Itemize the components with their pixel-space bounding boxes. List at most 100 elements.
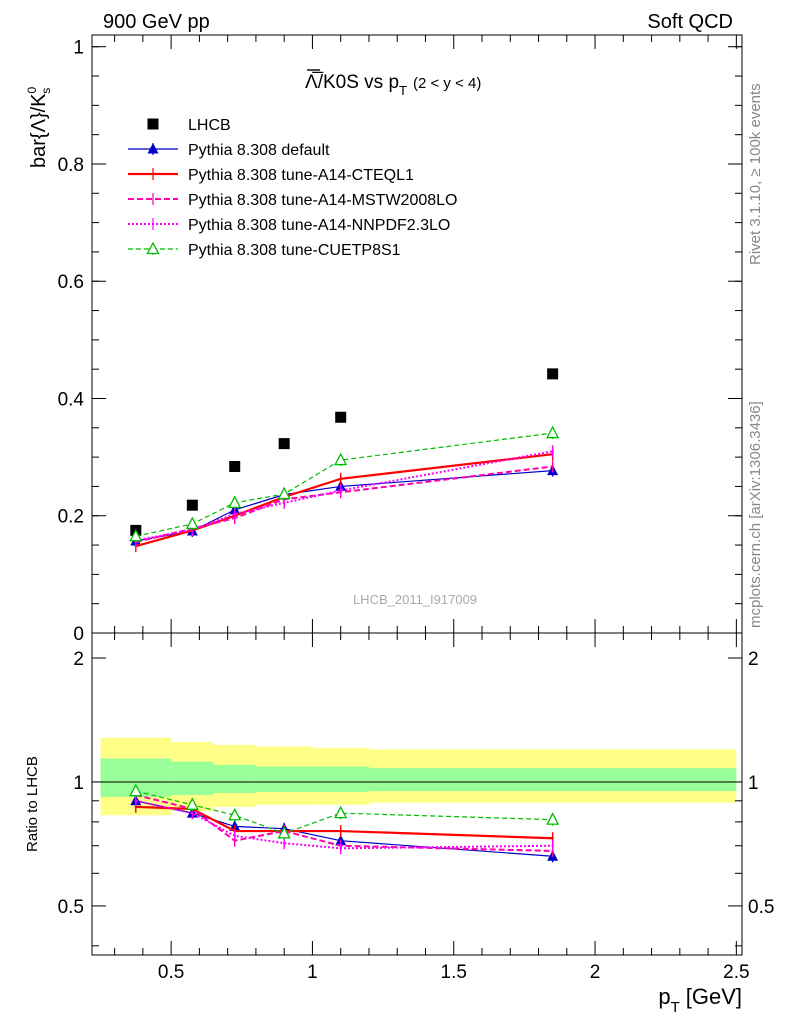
ratio-line-cuetp <box>135 790 553 835</box>
uncertainty-bands <box>92 737 742 816</box>
header-right: Soft QCD <box>647 11 733 33</box>
legend-item-data: LHCB <box>147 117 231 134</box>
main-line-default <box>135 470 553 542</box>
ratio-y-tick-label-right: 0.5 <box>748 897 774 918</box>
x-tick-label: 0.5 <box>158 962 184 983</box>
legend-label-cuetp: Pythia 8.308 tune-CUETP8S1 <box>188 242 401 259</box>
main-point-nnpdf <box>339 489 342 492</box>
band-inner-bin <box>255 766 313 793</box>
main-point-data <box>278 438 290 450</box>
ratio-line-mstw <box>135 793 553 852</box>
legend-item-default: Pythia 8.308 default <box>128 142 330 159</box>
x-axis-label: pT [GeV] <box>658 984 742 1016</box>
main-line-nnpdf <box>135 450 553 542</box>
ratio-y-tick-label-right: 2 <box>748 649 759 670</box>
main-point-data <box>186 499 198 511</box>
rivet-version-label: Rivet 3.1.10, ≥ 100k events <box>747 83 764 265</box>
legend: LHCB Pythia 8.308 default Pythia 8.308 tun… <box>128 117 457 259</box>
analysis-watermark: LHCB_2011_I917009 <box>353 592 477 607</box>
main-point-nnpdf <box>233 512 236 516</box>
ratio-point-cuetp <box>334 805 348 819</box>
ratio-line-nnpdf <box>135 799 553 850</box>
ratio-plot-series <box>129 783 560 863</box>
xlabel-unit: [GeV] <box>686 984 742 1009</box>
y-tick-label: 0.2 <box>58 507 84 528</box>
main-point-cuetp <box>228 495 242 508</box>
ratio-plot-panel: 0.5 0.5 1 1 2 2 0.5 1 1.5 2 2.5 Ratio to LHCB pT [G… <box>24 632 774 1016</box>
main-point-data <box>229 460 241 472</box>
legend-label-cteql1: Pythia 8.308 tune-A14-CTEQL1 <box>188 167 414 184</box>
ratio-plot-frame <box>91 632 743 956</box>
ratio-point-nnpdf <box>134 799 138 803</box>
source-label: mcplots.cern.ch [arXiv:1306.3436] <box>747 401 764 628</box>
ratio-point-nnpdf <box>551 844 554 847</box>
legend-label-data: LHCB <box>188 117 231 134</box>
ratio-point-nnpdf <box>233 834 236 838</box>
main-point-mstw <box>551 465 554 468</box>
legend-marker-default <box>147 143 159 154</box>
ratio-point-cuetp <box>277 826 291 839</box>
ratio-point-nnpdf <box>282 842 286 845</box>
ratio-point-cteql1 <box>551 837 554 840</box>
main-line-cteql1 <box>135 453 553 548</box>
ratio-y-axis-label: Ratio to LHCB <box>24 756 41 852</box>
legend-item-cteql1: Pythia 8.308 tune-A14-CTEQL1 <box>128 167 414 184</box>
ratio-point-cteql1 <box>339 829 342 833</box>
ratio-point-nnpdf <box>339 847 342 850</box>
title-sub: T <box>399 83 407 98</box>
main-point-cuetp <box>277 486 291 500</box>
xlabel-sub: T <box>671 999 680 1016</box>
main-point-data <box>547 368 559 380</box>
ratio-point-cuetp <box>546 812 560 825</box>
ratio-y-tick-label: 2 <box>73 649 84 670</box>
main-point-data <box>335 411 347 423</box>
main-line-cuetp <box>135 432 553 537</box>
main-y-axis-label: bar{Λ}/K0s <box>25 86 53 168</box>
ylabel-sup: 0 <box>25 86 39 93</box>
main-plot-ticks: 0 0.2 0.4 0.6 0.8 1 <box>58 35 742 645</box>
ratio-y-tick-label-right: 1 <box>748 773 759 794</box>
main-point-nnpdf <box>551 450 554 453</box>
main-point-nnpdf <box>282 501 286 505</box>
main-plot-panel: 0 0.2 0.4 0.6 0.8 1 Λ̅/K0S vs pT (2 < y < 4) b… <box>25 34 743 645</box>
main-point-cuetp <box>334 452 348 466</box>
main-plot-title: Λ̅/K0S vs pT (2 < y < 4) <box>305 72 481 98</box>
legend-label-mstw: Pythia 8.308 tune-A14-MSTW2008LO <box>188 192 457 209</box>
ratio-point-nnpdf <box>191 811 194 815</box>
band-inner-bin <box>213 764 256 794</box>
main-series-data <box>130 368 559 536</box>
ratio-point-cuetp <box>185 797 199 810</box>
x-tick-label: 1.5 <box>441 962 467 983</box>
y-tick-label: 0 <box>73 624 84 645</box>
title-main: Λ̅/K0S vs p <box>305 72 399 93</box>
main-series-cuetp <box>129 425 560 543</box>
band-inner-bin <box>171 761 214 795</box>
x-tick-label: 1 <box>307 962 318 983</box>
ratio-y-tick-label: 0.5 <box>58 897 84 918</box>
band-inner-bin <box>312 766 369 793</box>
ratio-plot-ticks: 0.5 0.5 1 1 2 2 0.5 1 1.5 2 2.5 <box>58 633 774 983</box>
title-range: (2 < y < 4) <box>413 75 481 92</box>
main-point-cuetp <box>185 516 199 530</box>
ylabel-main: bar{Λ}/K <box>28 93 50 168</box>
main-point-cteql1 <box>339 477 342 481</box>
ylabel-sub: s <box>39 88 53 94</box>
band-inner-bin <box>368 768 737 792</box>
ratio-point-cuetp <box>228 807 242 821</box>
main-plot-series <box>129 368 560 553</box>
legend-label-default: Pythia 8.308 default <box>188 142 330 159</box>
x-tick-label: 2 <box>590 962 601 983</box>
ratio-point-cuetp <box>129 783 143 797</box>
main-point-cuetp <box>546 425 560 439</box>
y-tick-label: 0.6 <box>58 272 84 293</box>
legend-item-nnpdf: Pythia 8.308 tune-A14-NNPDF2.3LO <box>128 217 450 234</box>
legend-label-nnpdf: Pythia 8.308 tune-A14-NNPDF2.3LO <box>188 217 450 234</box>
y-tick-label: 0.4 <box>58 389 85 410</box>
xlabel-main: p <box>658 984 670 1009</box>
x-tick-label: 2.5 <box>723 962 749 983</box>
y-tick-label: 0.8 <box>58 155 84 176</box>
legend-marker-cuetp <box>146 241 160 255</box>
ratio-y-tick-label: 1 <box>73 773 84 794</box>
ratio-series-cuetp <box>129 783 560 840</box>
